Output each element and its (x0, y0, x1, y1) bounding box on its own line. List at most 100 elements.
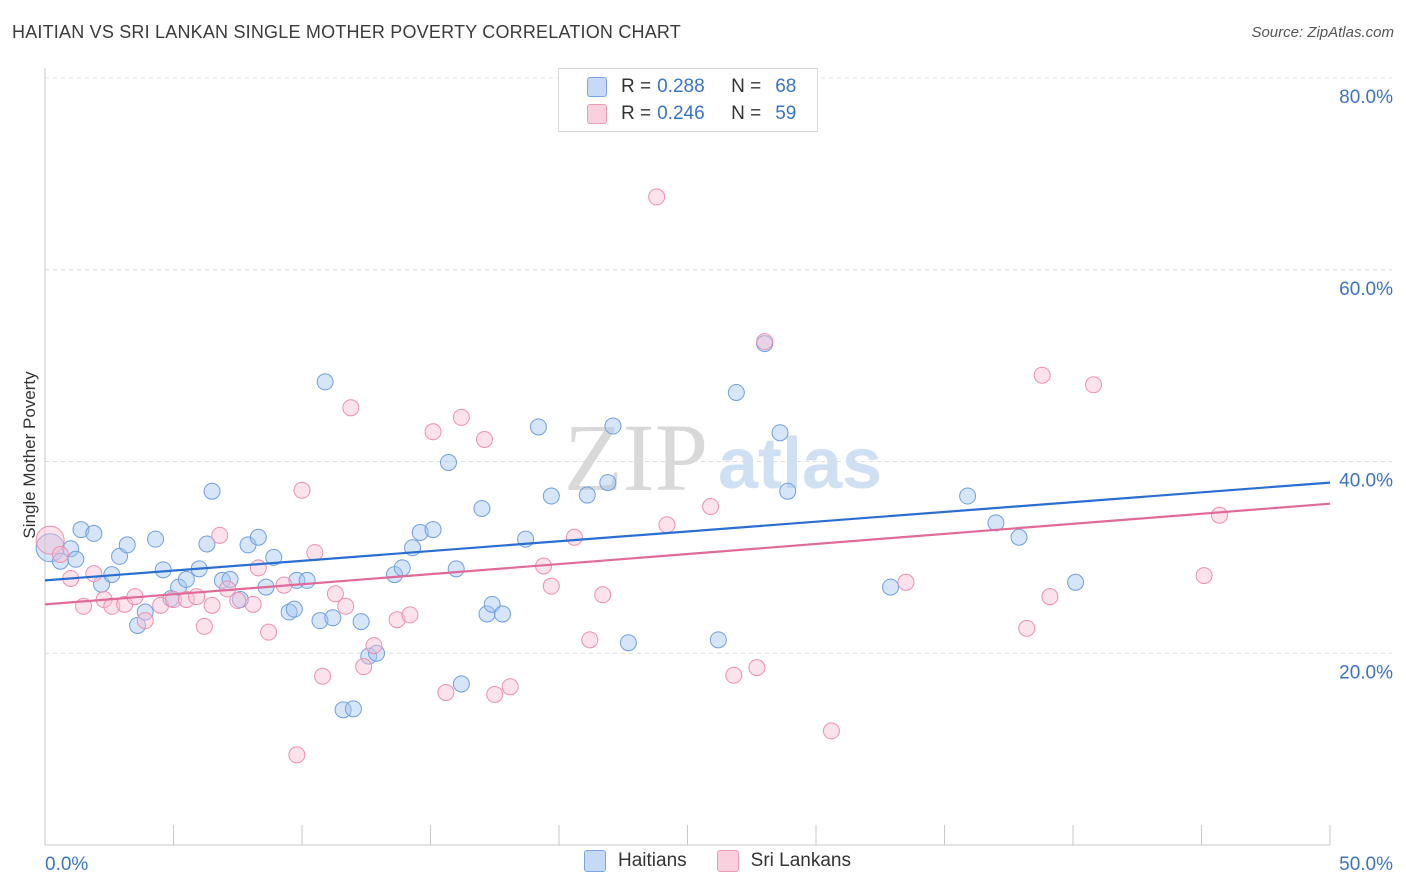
srilankan-point (581, 631, 599, 649)
y-tick-label: 40.0% (1339, 471, 1393, 492)
haitian-point (959, 487, 977, 505)
x-tick-label: 50.0% (1339, 854, 1393, 875)
x-tick-label: 0.0% (45, 854, 88, 875)
haitian-point (85, 524, 103, 542)
haitian-point (316, 373, 334, 391)
legend-item-srilankans: Sri Lankans (716, 850, 851, 872)
legend-r-label: R = (621, 103, 652, 124)
legend-label-haitians: Haitians (618, 850, 687, 871)
haitians-swatch (587, 77, 607, 97)
haitian-point (727, 383, 745, 401)
trend-lines (44, 481, 1331, 606)
srilankan-point (1018, 619, 1036, 637)
correlation-legend: R = 0.288 N = 68 R = 0.246 N = 59 (558, 68, 818, 132)
srilankans-trend-line (44, 502, 1331, 606)
srilankan-point (501, 678, 519, 696)
haitian-point (439, 453, 457, 471)
haitians-swatch (584, 850, 606, 872)
srilankan-point (452, 408, 470, 426)
srilankan-point (306, 544, 324, 562)
source-label: Source: ZipAtlas.com (1251, 24, 1394, 41)
srilankan-point (388, 611, 406, 629)
srilankan-point (249, 559, 267, 577)
legend-label-srilankans: Sri Lankans (750, 850, 851, 871)
haitian-point (452, 675, 470, 693)
srilankan-point (1033, 366, 1051, 384)
srilankan-point (203, 596, 221, 614)
haitian-point (424, 521, 442, 539)
haitian-point (542, 487, 560, 505)
haitian-point (249, 528, 267, 546)
haitian-point (619, 634, 637, 652)
haitian-point (771, 424, 789, 442)
haitian-point (344, 700, 362, 718)
legend-n-value: 68 (775, 76, 797, 97)
haitian-point (393, 559, 411, 577)
haitian-point (604, 417, 622, 435)
haitian-point (118, 536, 136, 554)
srilankan-point (195, 617, 213, 635)
srilankan-point (177, 591, 195, 609)
haitian-point (411, 523, 429, 541)
haitian-point (578, 486, 596, 504)
srilankan-point (244, 595, 262, 613)
haitian-point (136, 603, 154, 621)
srilankan-point (702, 498, 720, 516)
watermark-atlas: atlas (718, 424, 882, 504)
y-axis-title: Single Mother Poverty (20, 371, 39, 539)
srilankan-point (1210, 506, 1228, 524)
srilankan-point (897, 573, 915, 591)
haitian-point (1067, 573, 1085, 591)
srilankan-point (288, 746, 306, 764)
haitian-point (177, 570, 195, 588)
srilankan-point (1085, 376, 1103, 394)
srilankan-point (337, 597, 355, 615)
haitian-point (221, 570, 239, 588)
chart-title: HAITIAN VS SRI LANKAN SINGLE MOTHER POVE… (12, 22, 681, 42)
srilankan-point (424, 423, 442, 441)
srilankan-point (542, 577, 560, 595)
haitian-point (493, 605, 511, 623)
srilankan-point (260, 623, 278, 641)
srilankan-point (648, 188, 666, 206)
y-tick-label: 20.0% (1339, 662, 1393, 683)
haitian-point (324, 609, 342, 627)
y-tick-label: 60.0% (1339, 279, 1393, 300)
haitian-point (147, 530, 165, 548)
haitian-point (1010, 528, 1028, 546)
srilankan-point (51, 545, 69, 563)
y-tick-label: 80.0% (1339, 87, 1393, 108)
srilankan-point (725, 666, 743, 684)
axes (44, 68, 1331, 846)
srilankan-point (211, 526, 229, 544)
legend-r-value: 0.246 (657, 103, 705, 124)
srilankan-point (293, 481, 311, 499)
srilankan-point (437, 684, 455, 702)
srilankan-point (822, 722, 840, 740)
srilankan-point (326, 585, 344, 603)
srilankan-point (342, 399, 360, 417)
srilankan-point (486, 685, 504, 703)
srilankan-point (1195, 567, 1213, 585)
haitian-point (709, 631, 727, 649)
haitian-point (473, 499, 491, 517)
legend-row-srilankans: R = 0.246 N = 59 (587, 102, 796, 126)
tick-labels: 20.0% 40.0% 60.0% 80.0% 0.0% 50.0% Single Moth… (20, 87, 1393, 875)
legend-item-haitians: Haitians (584, 850, 687, 872)
haitian-point (529, 418, 547, 436)
haitian-point (62, 540, 80, 558)
haitian-point (154, 561, 172, 579)
series-legend: Haitians Sri Lankans (584, 850, 881, 872)
legend-row-haitians: R = 0.288 N = 68 (587, 75, 796, 99)
srilankan-point (365, 637, 383, 655)
grid-lines (45, 77, 1392, 654)
haitian-point (599, 474, 617, 492)
haitians-trend-line (44, 481, 1331, 582)
srilankan-point (475, 430, 493, 448)
legend-n-label: N = (731, 76, 762, 97)
haitian-point (298, 571, 316, 589)
legend-r-value: 0.288 (657, 76, 705, 97)
srilankan-point (594, 586, 612, 604)
srilankan-point (401, 606, 419, 624)
